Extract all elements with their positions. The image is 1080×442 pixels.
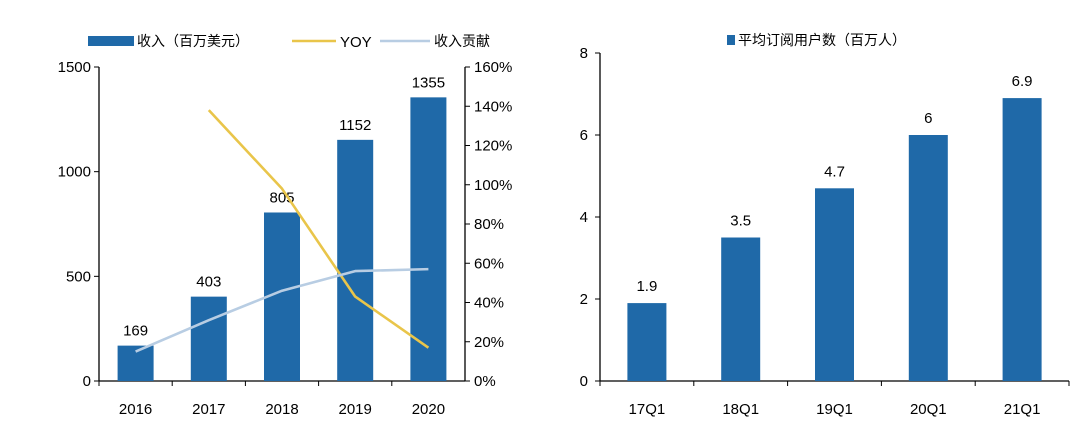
revenue-data-label: 169 [123, 323, 148, 340]
x-tick-label: 2018 [265, 401, 298, 418]
subscriber-data-label: 3.5 [730, 213, 751, 230]
subscriber-bar [908, 135, 948, 381]
legend-swatch-revenue [88, 36, 134, 46]
right-y-tick-label: 100% [474, 177, 512, 194]
subscriber-data-label: 6 [924, 110, 932, 127]
legend-label-contribution: 收入贡献 [434, 33, 490, 49]
right-y-tick-label: 60% [474, 255, 504, 272]
left-y-tick-label: 0 [83, 373, 91, 390]
legend: 收入（百万美元） YOY 收入贡献 [88, 33, 490, 51]
left-y-tick-label: 1000 [58, 164, 91, 181]
subscriber-data-label: 6.9 [1012, 73, 1033, 90]
subscriber-data-label: 1.9 [636, 278, 657, 295]
right-y-tick-label: 40% [474, 295, 504, 312]
x-tick-label: 17Q1 [629, 401, 666, 418]
subscriber-bar [627, 303, 667, 381]
revenue-bar [410, 97, 447, 381]
legend-label-subscribers: 平均订阅用户数（百万人） [738, 32, 906, 48]
right-y-tick-label: 20% [474, 334, 504, 351]
legend: 平均订阅用户数（百万人） [727, 32, 906, 48]
revenue-data-label: 1152 [339, 117, 371, 134]
x-tick-label: 20Q1 [910, 401, 947, 418]
legend-label-revenue: 收入（百万美元） [137, 33, 249, 49]
subscriber-data-label: 4.7 [824, 163, 845, 180]
yoy-line [207, 109, 430, 349]
x-tick-label: 2019 [339, 401, 372, 418]
right-y-tick-label: 120% [474, 138, 512, 155]
left-y-tick-label: 500 [66, 268, 91, 285]
contribution-line [135, 267, 429, 353]
left-y-tick-label: 1500 [58, 59, 91, 76]
x-tick-label: 2016 [119, 401, 152, 418]
legend-label-yoy: YOY [340, 34, 372, 51]
revenue-data-label: 403 [196, 274, 221, 291]
x-tick-label: 2020 [412, 401, 445, 418]
x-tick-label: 19Q1 [816, 401, 853, 418]
subscriber-bar [1002, 98, 1042, 381]
y-tick-label: 2 [580, 291, 588, 308]
legend-swatch-subscribers [727, 35, 735, 45]
revenue-data-label: 805 [269, 189, 294, 206]
subscriber-bar [815, 188, 854, 381]
y-tick-label: 0 [580, 373, 588, 390]
x-tick-label: 18Q1 [722, 401, 759, 418]
revenue-bar [190, 296, 227, 381]
revenue-bar [337, 139, 374, 381]
subscriber-bar [721, 237, 761, 381]
revenue-chart: 0 500 1000 1500 0% 20% 40% 60% 80% 100% 120% 140% 16… [58, 33, 513, 418]
subscriber-chart: 0 2 4 6 8 1.9 3.5 4.7 6 6.9 17Q1 18Q1 19Q1 20Q1 21Q1 平均… [580, 32, 1070, 418]
x-tick-label: 2017 [192, 401, 225, 418]
right-y-tick-label: 0% [474, 373, 496, 390]
y-tick-label: 6 [580, 127, 588, 144]
x-tick-label: 21Q1 [1004, 401, 1041, 418]
y-tick-label: 8 [580, 45, 588, 62]
right-y-tick-label: 80% [474, 216, 504, 233]
right-y-tick-label: 160% [474, 59, 512, 76]
y-tick-label: 4 [580, 209, 588, 226]
right-y-tick-label: 140% [474, 98, 512, 115]
revenue-data-label: 1355 [412, 74, 445, 91]
